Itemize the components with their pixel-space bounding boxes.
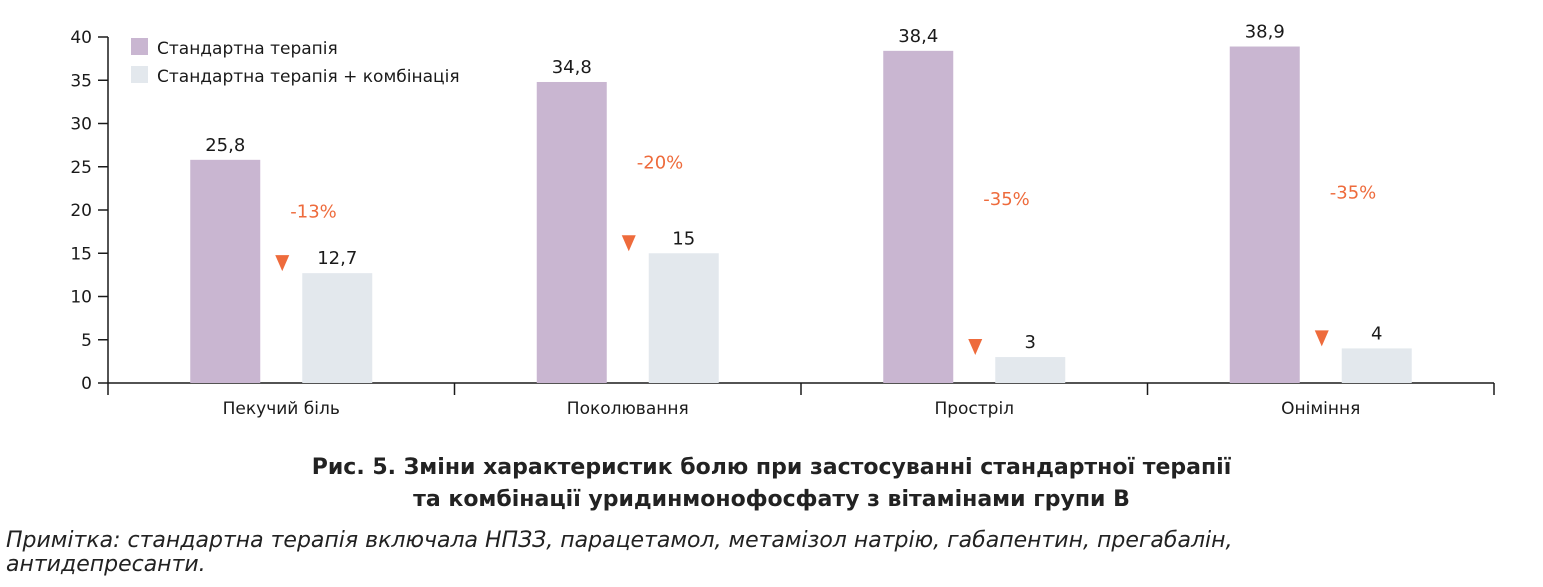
change-percent-label: -35%	[983, 189, 1030, 210]
caption-line-1: Рис. 5. Зміни характеристик болю при зас…	[311, 455, 1232, 480]
bar-value-label: 4	[1371, 323, 1382, 344]
category-label: Пекучий біль	[223, 399, 340, 419]
legend-label-standard: Стандартна терапія	[157, 39, 338, 59]
category-label: Оніміння	[1281, 399, 1360, 419]
bar-standard	[190, 159, 261, 383]
y-axis: 0 5 10 15 20 25 30 35 40	[70, 28, 109, 394]
bar-combination	[995, 357, 1066, 383]
bar-standard	[883, 50, 954, 384]
y-tick-label: 10	[70, 288, 92, 308]
y-tick-label: 20	[70, 201, 92, 221]
change-percent-label: -20%	[637, 153, 684, 174]
bar-value-label: 34,8	[552, 57, 592, 78]
category-label: Простріл	[934, 399, 1014, 419]
arrow-head-icon	[621, 235, 636, 252]
legend-label-combination: Стандартна терапія + комбінація	[157, 67, 460, 87]
arrow-head-icon	[275, 255, 290, 272]
x-axis: Пекучий біль Поколювання Простріл Оніміння	[107, 382, 1495, 419]
arrow-head-icon	[968, 339, 983, 356]
caption-line-2: та комбінації уридинмонофосфату з вітамі…	[413, 487, 1130, 512]
bar-value-label: 38,4	[898, 26, 938, 47]
y-tick-label: 5	[81, 331, 92, 351]
change-percent-label: -35%	[1330, 182, 1377, 203]
arrow-head-icon	[1314, 330, 1329, 347]
bars: 25,8 12,7 34,8 15 38,4 3 38,9 4	[190, 22, 1412, 384]
legend-swatch-combination	[131, 66, 148, 83]
note-line-2: антидепресанти.	[6, 552, 206, 577]
figure-note: Примітка: стандартна терапія включала НП…	[6, 529, 1541, 577]
bar-standard	[536, 81, 607, 383]
bar-value-label: 3	[1025, 332, 1036, 353]
legend: Стандартна терапія Стандартна терапія + …	[131, 38, 460, 87]
y-tick-label: 25	[70, 158, 92, 178]
bar-combination	[648, 253, 719, 383]
bar-combination	[1341, 348, 1412, 383]
bar-value-label: 25,8	[205, 135, 245, 156]
bar-combination	[302, 273, 373, 383]
note-line-1: Примітка: стандартна терапія включала НП…	[6, 528, 1233, 553]
change-percent-label: -13%	[290, 201, 337, 222]
bar-value-label: 12,7	[317, 248, 357, 269]
y-tick-label: 40	[70, 28, 92, 48]
category-label: Поколювання	[567, 399, 689, 419]
change-arrows: -13% -20% -35% -35%	[275, 58, 1377, 356]
bar-chart: Стандартна терапія Стандартна терапія + …	[70, 22, 1495, 419]
figure-caption: Рис. 5. Зміни характеристик болю при зас…	[0, 452, 1543, 516]
legend-swatch-standard	[131, 38, 148, 55]
y-tick-label: 15	[70, 244, 92, 264]
bar-value-label: 15	[672, 228, 695, 249]
y-tick-label: 0	[81, 374, 92, 394]
y-tick-label: 35	[70, 71, 92, 91]
bar-value-label: 38,9	[1245, 22, 1285, 43]
y-tick-label: 30	[70, 115, 92, 135]
bar-standard	[1229, 46, 1300, 383]
